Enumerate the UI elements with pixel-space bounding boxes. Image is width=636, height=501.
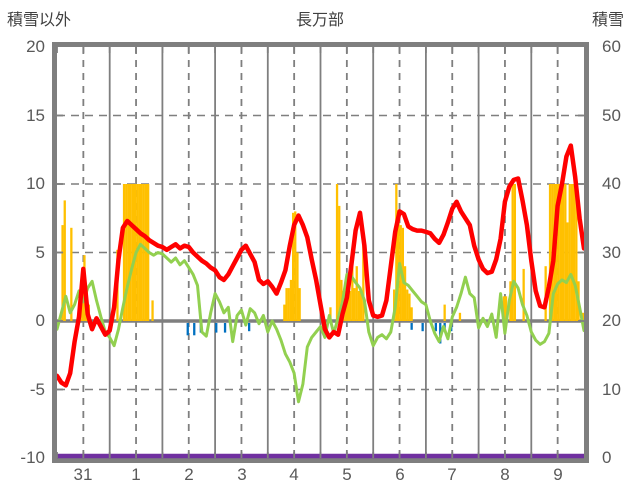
y-left-tick: 0 (35, 311, 45, 330)
y-right-tick: 50 (602, 106, 621, 125)
y-left-tick: 20 (26, 37, 45, 56)
y-right-tick: 0 (602, 448, 612, 467)
x-tick-label: 4 (289, 465, 299, 484)
y-left-tick: -5 (29, 380, 45, 399)
y-left-tick: 5 (35, 243, 45, 262)
y-right-tick: 20 (602, 311, 621, 330)
y-right-tick: 30 (602, 243, 621, 262)
right-axis-title: 積雪 (591, 12, 624, 29)
x-tick-label: 9 (553, 465, 563, 484)
x-tick-label: 3 (237, 465, 247, 484)
y-right-tick: 60 (602, 37, 621, 56)
x-tick-label: 8 (500, 465, 510, 484)
y-left-tick: 15 (26, 106, 45, 125)
x-tick-label: 1 (131, 465, 141, 484)
y-right-tick: 40 (602, 174, 621, 193)
x-tick-label: 7 (447, 465, 457, 484)
x-tick-label: 6 (395, 465, 405, 484)
y-left-tick: -10 (20, 448, 45, 467)
x-tick-label: 31 (73, 465, 93, 484)
y-left-tick: 10 (26, 174, 45, 193)
x-tick-label: 5 (342, 465, 352, 484)
chart-title: 長万部 (295, 12, 344, 29)
y-right-tick: 10 (602, 380, 621, 399)
left-axis-title: 積雪以外 (7, 12, 72, 29)
x-tick-label: 2 (184, 465, 194, 484)
